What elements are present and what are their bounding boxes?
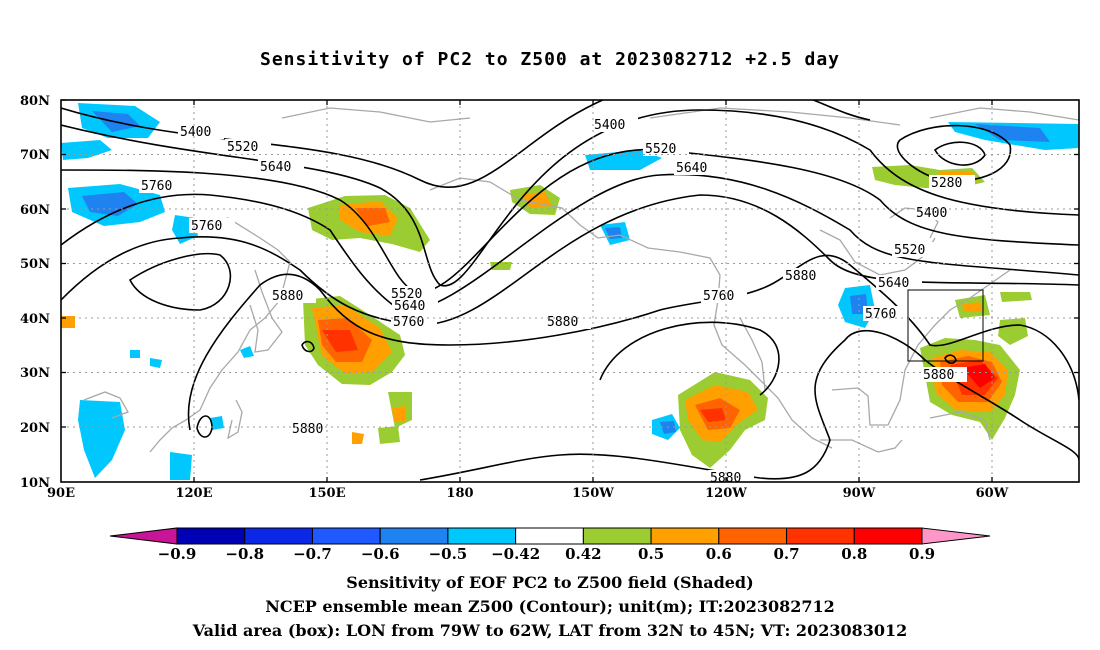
lon-label: 90E [47,486,75,501]
contour-label: 5400 [180,125,211,140]
contour-label: 5760 [191,219,222,234]
colorbar-arrow-high [921,527,991,545]
colorbar-segment [650,527,720,545]
colorbar-segment [718,527,788,545]
lat-label: 70N [20,148,50,163]
lat-label: 50N [20,257,50,272]
lon-label: 120W [705,486,747,501]
shaded-sensitivity [61,103,1079,480]
colorbar-label: −0.42 [491,545,540,563]
axis-ticks [61,99,1079,482]
contour-label: 5880 [272,289,303,304]
colorbar-segment [311,527,381,545]
contour-label: 5400 [916,206,947,221]
contour-label: 5640 [676,161,707,176]
colorbar-segment [515,527,584,545]
contour-label: 5760 [865,307,896,322]
lat-label: 80N [20,94,50,109]
colorbar-label: −0.7 [293,545,332,563]
contour-label: 5640 [878,276,909,291]
valid-area-box [907,289,984,362]
z500-contours [61,100,1079,481]
colorbar-segment [447,527,517,545]
colorbar [109,527,991,545]
lat-label: 60N [20,203,50,218]
colorbar-label: 0.8 [841,545,867,563]
contour-label: 5400 [594,118,625,133]
map-title: Sensitivity of PC2 to Z500 at 2023082712… [259,49,840,70]
graticule [61,100,1079,482]
caption-shaded: Sensitivity of EOF PC2 to Z500 field (Sh… [346,573,754,592]
colorbar-label: 0.9 [909,545,935,563]
colorbar-label: 0.42 [565,545,602,563]
colorbar-segment [244,527,313,545]
lon-label: 150W [572,486,614,501]
colorbar-segment [176,527,246,545]
colorbar-arrow-low [109,527,178,545]
contour-label: 5640 [394,299,425,314]
caption-contour: NCEP ensemble mean Z500 (Contour); unit(… [265,597,835,616]
lon-label: 150E [308,486,345,501]
contour-label: 5880 [785,269,816,284]
contour-label-group: 5400 5520 5640 5760 5760 5880 5880 5880 … [139,117,975,486]
lat-label: 30N [20,366,50,381]
contour-label: 5520 [227,140,258,155]
contour-label: 5520 [645,142,676,157]
colorbar-segment [853,527,923,545]
lon-label: 180 [446,486,473,501]
map-frame [60,99,1080,483]
contour-label: 5520 [894,243,925,258]
colorbar-label: −0.8 [225,545,264,563]
longitude-labels: 90E 120E 150E 180 150W 120W 90W 60W [47,486,1009,501]
colorbar-segment [786,527,855,545]
lat-label: 40N [20,312,50,327]
contour-label: 5760 [393,315,424,330]
contour-label: 5880 [923,368,954,383]
lon-label: 60W [976,486,1009,501]
caption-valid-area: Valid area (box): LON from 79W to 62W, L… [192,621,908,640]
contour-label: 5880 [292,422,323,437]
colorbar-label: 0.7 [773,545,799,563]
colorbar-label: −0.5 [429,545,468,563]
colorbar-segment [582,527,652,545]
lon-label: 120E [175,486,212,501]
contour-label: 5640 [260,160,291,175]
contour-label: 5760 [141,179,172,194]
contour-label: 5880 [547,315,578,330]
latitude-labels: 80N 70N 60N 50N 40N 30N 20N 10N [20,94,50,491]
colorbar-label: −0.9 [158,545,197,563]
colorbar-label: 0.6 [706,545,732,563]
colorbar-label: 0.5 [638,545,664,563]
contour-label: 5280 [931,176,962,191]
contour-label: 5760 [703,289,734,304]
lon-label: 90W [843,486,876,501]
colorbar-segment [379,527,449,545]
lat-label: 20N [20,421,50,436]
colorbar-labels: −0.9 −0.8 −0.7 −0.6 −0.5 −0.42 0.42 0.5 0.6 0.7 0.… [158,545,935,563]
lat-label: 10N [20,476,50,491]
colorbar-label: −0.6 [361,545,400,563]
